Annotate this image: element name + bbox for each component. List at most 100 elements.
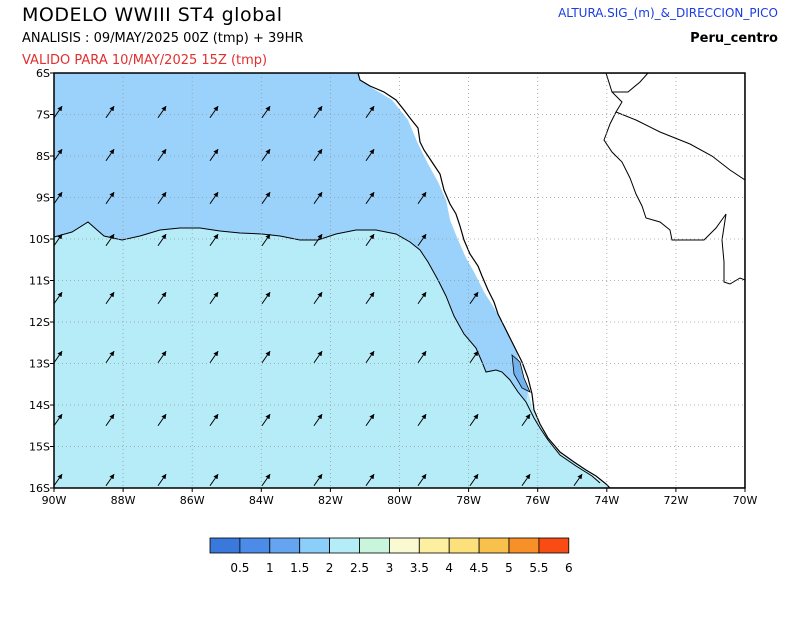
legend-label: 0.5 bbox=[230, 561, 249, 575]
legend-label: 3 bbox=[386, 561, 394, 575]
legend-swatch bbox=[209, 537, 241, 554]
direction-arrow bbox=[54, 233, 63, 247]
latitude-labels: 6S 7S 8S 9S 10S 11S 12S 13S 14S 15S 16S bbox=[29, 67, 54, 495]
direction-arrow bbox=[157, 413, 167, 427]
border-line bbox=[612, 73, 649, 93]
lat-tick-label: 16S bbox=[29, 482, 50, 495]
direction-arrow bbox=[417, 350, 427, 364]
direction-arrow bbox=[209, 105, 219, 119]
direction-arrow bbox=[365, 148, 375, 162]
lat-tick-label: 7S bbox=[36, 109, 50, 122]
lon-tick-label: 86W bbox=[180, 494, 205, 507]
legend-label: 2 bbox=[326, 561, 334, 575]
direction-arrow bbox=[261, 148, 271, 162]
direction-arrow bbox=[313, 291, 323, 305]
lat-tick-label: 15S bbox=[29, 441, 50, 454]
direction-arrow bbox=[105, 105, 115, 119]
direction-arrow bbox=[105, 473, 115, 487]
direction-arrow bbox=[157, 291, 167, 305]
direction-arrow bbox=[157, 350, 167, 364]
region-name: Peru_centro bbox=[690, 31, 778, 46]
legend-label: 1.5 bbox=[290, 561, 309, 575]
land-mass bbox=[357, 73, 745, 488]
direction-arrow bbox=[157, 233, 167, 247]
legend-label: 4.5 bbox=[470, 561, 489, 575]
direction-arrow bbox=[261, 191, 271, 205]
legend-swatch bbox=[359, 537, 390, 554]
legend-swatch bbox=[538, 537, 570, 554]
legend-swatch bbox=[478, 537, 510, 554]
product-name: ALTURA.SIG_(m)_&_DIRECCION_PICO bbox=[558, 6, 778, 20]
lon-tick-label: 74W bbox=[594, 494, 619, 507]
legend-label: 4 bbox=[445, 561, 453, 575]
lon-tick-label: 90W bbox=[42, 494, 67, 507]
longitude-labels: 90W 88W 86W 84W 82W 80W 78W 76W 74W 72W 70W bbox=[42, 488, 758, 507]
direction-arrow bbox=[573, 473, 583, 487]
legend-label: 1 bbox=[266, 561, 274, 575]
valid-time: VALIDO PARA 10/MAY/2025 15Z (tmp) bbox=[22, 53, 268, 68]
legend-swatch bbox=[448, 537, 480, 554]
direction-arrow bbox=[105, 233, 115, 247]
direction-arrow bbox=[105, 413, 115, 427]
legend-label: 5 bbox=[505, 561, 513, 575]
direction-arrow bbox=[54, 148, 63, 162]
direction-arrow bbox=[469, 350, 479, 364]
lat-tick-label: 6S bbox=[36, 67, 50, 80]
direction-arrow bbox=[313, 148, 323, 162]
direction-arrow bbox=[261, 291, 271, 305]
peak-direction-arrows bbox=[54, 105, 583, 487]
legend-swatch bbox=[329, 537, 360, 554]
direction-arrow bbox=[54, 473, 63, 487]
lat-tick-label: 14S bbox=[29, 399, 50, 412]
direction-arrow bbox=[157, 148, 167, 162]
legend-swatch bbox=[299, 537, 331, 554]
direction-arrow bbox=[365, 473, 375, 487]
direction-arrow bbox=[469, 413, 479, 427]
lon-tick-label: 70W bbox=[733, 494, 758, 507]
map-title: MODELO WWIII ST4 global bbox=[22, 4, 283, 26]
direction-arrow bbox=[417, 473, 427, 487]
direction-arrow bbox=[157, 105, 167, 119]
wave-band-1.5-2 bbox=[54, 73, 528, 402]
lat-tick-label: 8S bbox=[36, 150, 50, 163]
lon-tick-label: 80W bbox=[387, 494, 412, 507]
direction-arrow bbox=[365, 105, 375, 119]
lat-tick-label: 10S bbox=[29, 233, 50, 246]
direction-arrow bbox=[209, 191, 219, 205]
legend-label: 2.5 bbox=[350, 561, 369, 575]
legend-swatch bbox=[239, 537, 271, 554]
direction-arrow bbox=[261, 473, 271, 487]
direction-arrow bbox=[469, 291, 479, 305]
direction-arrow bbox=[417, 413, 427, 427]
direction-arrow bbox=[54, 191, 63, 205]
legend-swatch bbox=[418, 537, 450, 554]
border-line bbox=[603, 73, 745, 285]
direction-arrow bbox=[261, 105, 271, 119]
legend-swatch bbox=[269, 537, 301, 554]
direction-arrow bbox=[54, 413, 63, 427]
lon-tick-label: 78W bbox=[456, 494, 481, 507]
direction-arrow bbox=[157, 191, 167, 205]
direction-arrow bbox=[105, 350, 115, 364]
lat-tick-label: 11S bbox=[29, 275, 50, 288]
direction-arrow bbox=[313, 473, 323, 487]
direction-arrow bbox=[105, 191, 115, 205]
direction-arrow bbox=[209, 233, 219, 247]
direction-arrow bbox=[157, 473, 167, 487]
direction-arrow bbox=[313, 350, 323, 364]
direction-arrow bbox=[365, 350, 375, 364]
direction-arrow bbox=[313, 413, 323, 427]
legend-label: 6 bbox=[565, 561, 573, 575]
direction-arrow bbox=[365, 413, 375, 427]
legend-swatch bbox=[388, 537, 420, 554]
direction-arrow bbox=[209, 148, 219, 162]
direction-arrow bbox=[469, 473, 479, 487]
analysis-time: ANALISIS : 09/MAY/2025 00Z (tmp) + 39HR bbox=[22, 31, 304, 46]
direction-arrow bbox=[365, 291, 375, 305]
direction-arrow bbox=[313, 233, 323, 247]
direction-arrow bbox=[365, 191, 375, 205]
legend-label: 5.5 bbox=[529, 561, 548, 575]
direction-arrow bbox=[261, 233, 271, 247]
lat-tick-label: 13S bbox=[29, 358, 50, 371]
